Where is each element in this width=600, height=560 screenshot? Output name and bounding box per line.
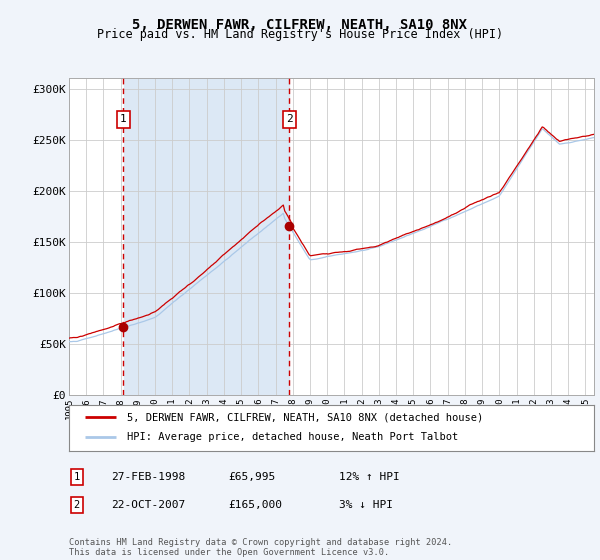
Text: £65,995: £65,995	[228, 472, 275, 482]
Text: 2: 2	[286, 114, 293, 124]
Text: 27-FEB-1998: 27-FEB-1998	[111, 472, 185, 482]
Text: 12% ↑ HPI: 12% ↑ HPI	[339, 472, 400, 482]
Text: HPI: Average price, detached house, Neath Port Talbot: HPI: Average price, detached house, Neat…	[127, 432, 458, 442]
Text: 1: 1	[120, 114, 127, 124]
Text: Price paid vs. HM Land Registry's House Price Index (HPI): Price paid vs. HM Land Registry's House …	[97, 28, 503, 41]
Text: 3% ↓ HPI: 3% ↓ HPI	[339, 500, 393, 510]
Text: 5, DERWEN FAWR, CILFREW, NEATH, SA10 8NX: 5, DERWEN FAWR, CILFREW, NEATH, SA10 8NX	[133, 18, 467, 32]
Text: 22-OCT-2007: 22-OCT-2007	[111, 500, 185, 510]
Text: 5, DERWEN FAWR, CILFREW, NEATH, SA10 8NX (detached house): 5, DERWEN FAWR, CILFREW, NEATH, SA10 8NX…	[127, 412, 483, 422]
Text: £165,000: £165,000	[228, 500, 282, 510]
Text: 1: 1	[74, 472, 80, 482]
Text: Contains HM Land Registry data © Crown copyright and database right 2024.
This d: Contains HM Land Registry data © Crown c…	[69, 538, 452, 557]
Text: 2: 2	[74, 500, 80, 510]
